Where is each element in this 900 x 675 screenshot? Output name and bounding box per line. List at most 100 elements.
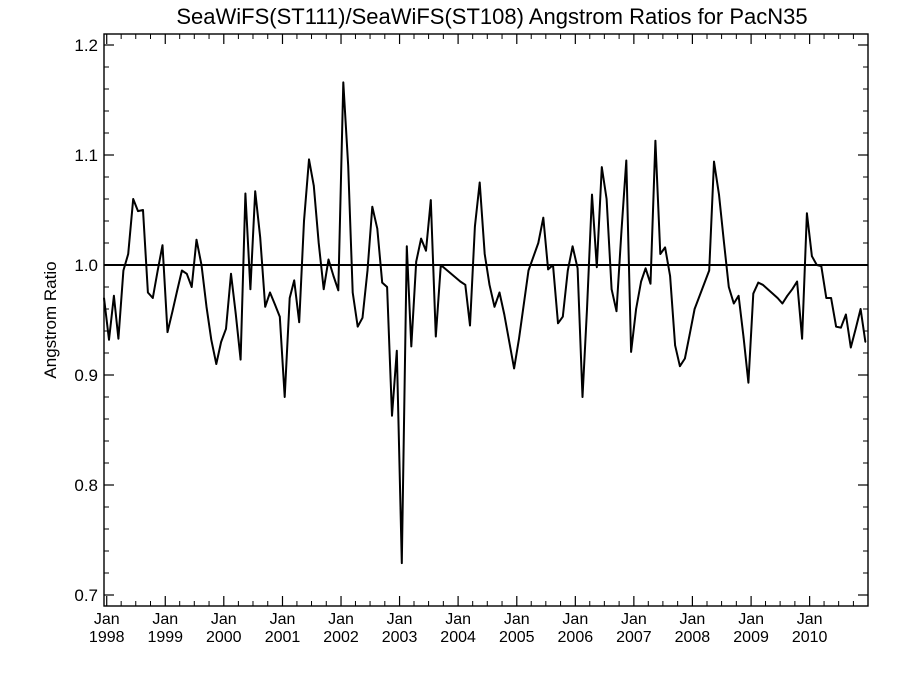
data-point: [190, 286, 193, 288]
data-point: [508, 341, 511, 343]
data-point: [430, 199, 432, 201]
data-point: [142, 209, 144, 211]
x-tick-label-month: Jan: [445, 611, 471, 628]
x-tick-label-month: Jan: [387, 611, 413, 628]
x-tick-label-year: 1999: [147, 629, 183, 646]
y-tick-labels: 0.7 0.8 0.9 1.0 1.1 1.2: [74, 36, 98, 605]
data-point: [152, 297, 154, 299]
data-point: [488, 284, 491, 286]
data-point: [161, 244, 164, 246]
x-tick-labels: Jan1998Jan1999Jan2000Jan2001Jan2002Jan20…: [89, 611, 828, 646]
data-point: [166, 331, 169, 333]
data-point: [186, 273, 188, 275]
data-point: [420, 237, 422, 240]
data-point: [688, 333, 691, 336]
data-point: [718, 193, 720, 196]
data-point: [825, 297, 828, 299]
data-point: [591, 193, 593, 196]
data-point: [733, 302, 735, 305]
data-point: [781, 302, 784, 305]
data-point: [801, 337, 803, 340]
data-point: [337, 289, 340, 292]
data-point: [513, 367, 515, 370]
data-point: [171, 310, 174, 313]
data-point: [518, 337, 520, 340]
x-tick-label-month: Jan: [270, 611, 296, 628]
data-point: [786, 295, 789, 297]
data-point: [279, 315, 281, 318]
data-point: [625, 159, 628, 162]
data-point: [654, 139, 657, 142]
data-point: [347, 165, 350, 167]
y-tick-label: 0.9: [74, 366, 98, 385]
data-point: [752, 292, 755, 295]
data-point: [845, 313, 847, 316]
data-point: [708, 269, 710, 272]
x-tick-label-year: 2010: [792, 629, 828, 646]
data-point: [230, 273, 232, 275]
data-point: [147, 291, 149, 294]
data-point: [210, 339, 213, 341]
data-point: [596, 266, 598, 269]
data-point: [649, 282, 652, 285]
data-point: [293, 279, 296, 282]
y-tick-label: 0.7: [74, 586, 98, 605]
data-point: [610, 288, 613, 291]
x-tick-label-year: 2000: [206, 629, 242, 646]
data-point: [220, 341, 222, 343]
data-point: [630, 351, 632, 353]
data-point: [659, 253, 662, 255]
data-point: [571, 245, 574, 248]
data-point: [313, 185, 315, 187]
data-point: [195, 238, 198, 241]
data-point: [493, 306, 496, 308]
data-point: [239, 358, 242, 361]
data-point: [122, 269, 125, 272]
data-point: [205, 306, 208, 308]
data-point: [259, 236, 262, 239]
data-point: [483, 253, 486, 255]
data-point: [225, 328, 227, 330]
data-point: [234, 312, 237, 315]
y-axis-label: Angstrom Ratio: [41, 261, 60, 378]
data-point: [859, 308, 862, 310]
data-point: [401, 562, 403, 564]
data-point: [527, 269, 530, 272]
data-point: [791, 288, 794, 291]
data-point: [864, 341, 867, 343]
data-point: [351, 291, 354, 294]
y-tick-label: 1.2: [74, 36, 98, 55]
data-point: [542, 216, 545, 219]
data-point: [308, 158, 310, 161]
data-point: [474, 225, 476, 228]
x-tick-label-year: 2003: [382, 629, 418, 646]
data-point: [396, 350, 398, 352]
data-point: [376, 227, 379, 230]
data-point: [469, 324, 471, 327]
x-tick-label-year: 2001: [265, 629, 301, 646]
data-point: [356, 325, 359, 328]
data-point: [440, 264, 442, 266]
chart-title: SeaWiFS(ST111)/SeaWiFS(ST108) Angstrom R…: [176, 4, 807, 29]
data-point: [713, 160, 715, 163]
data-point: [386, 286, 388, 288]
data-point: [552, 264, 554, 266]
x-tick-label-year: 1998: [89, 629, 125, 646]
data-point: [435, 335, 437, 338]
data-point: [767, 288, 769, 291]
data-point: [728, 286, 730, 288]
data-point: [244, 192, 247, 195]
data-point: [317, 242, 320, 244]
x-tick-label-year: 2005: [499, 629, 535, 646]
data-point: [283, 396, 286, 398]
x-tick-label-year: 2009: [733, 629, 769, 646]
data-point: [664, 246, 666, 249]
data-point: [156, 269, 159, 272]
data-point: [854, 328, 857, 330]
data-point: [835, 325, 837, 328]
data-point: [762, 284, 764, 286]
data-point: [132, 198, 134, 200]
data-point: [117, 337, 120, 340]
data-point: [303, 220, 305, 222]
